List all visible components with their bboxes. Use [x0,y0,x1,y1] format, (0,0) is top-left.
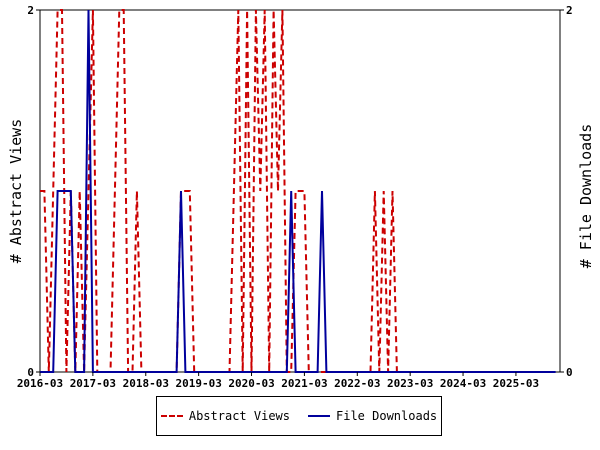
series-layer [40,9,556,373]
x-tick-label: 2017-03 [70,377,116,390]
series-line-abstract-views [40,9,402,373]
axis-layer: 0 2 0 2 2016-03 2017-03 2018-03 2019-03 2020-03 2… [17,4,573,390]
y-axis-left-label: # Abstract Views [7,119,25,264]
x-tick-label: 2018-03 [123,377,169,390]
series-line-file-downloads [40,9,556,373]
x-tick-label: 2025-03 [493,377,539,390]
y-right-tick-label: 0 [566,366,573,379]
x-tick-label: 2023-03 [387,377,433,390]
y-axis-right-label: # File Downloads [577,124,595,269]
legend-label-downloads: File Downloads [336,409,438,423]
y-left-tick-label: 0 [27,366,34,379]
x-tick-label: 2016-03 [17,377,63,390]
x-tick-label: 2022-03 [334,377,380,390]
legend: Abstract Views File Downloads [156,396,442,436]
legend-item-views: Abstract Views [160,409,290,423]
dashed-line-icon [160,415,183,417]
legend-label-views: Abstract Views [188,409,290,423]
x-tick-label: 2024-03 [440,377,486,390]
y-right-tick-label: 2 [566,4,573,17]
solid-line-icon [308,415,330,417]
x-tick-label: 2021-03 [281,377,327,390]
legend-item-downloads: File Downloads [308,409,437,423]
x-tick-label: 2019-03 [175,377,221,390]
chart-svg: 0 2 0 2 2016-03 2017-03 2018-03 2019-03 2020-03 2… [7,4,595,390]
x-tick-label: 2020-03 [228,377,274,390]
y-left-tick-label: 2 [27,4,34,17]
